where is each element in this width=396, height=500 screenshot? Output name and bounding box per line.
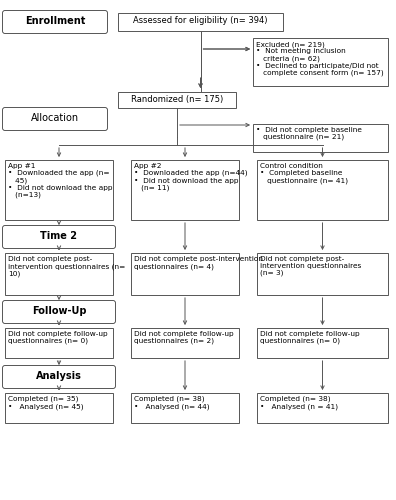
Bar: [257, 393, 388, 423]
Text: Analysis: Analysis: [36, 371, 82, 381]
Text: Completed (n= 38)
•   Analysed (n = 41): Completed (n= 38) • Analysed (n = 41): [260, 396, 338, 410]
Text: Randomized (n= 175): Randomized (n= 175): [131, 95, 223, 104]
Bar: [253, 124, 388, 152]
Bar: [253, 38, 388, 86]
FancyBboxPatch shape: [2, 300, 116, 324]
Text: Did not complete post-
intervention questionnaires
(n= 3): Did not complete post- intervention ques…: [260, 256, 361, 276]
Text: Did not complete post-intervention
questionnaires (n= 4): Did not complete post-intervention quest…: [134, 256, 263, 270]
Bar: [257, 328, 388, 358]
Bar: [257, 160, 388, 220]
Text: Assessed for eligibility (n= 394): Assessed for eligibility (n= 394): [133, 16, 268, 25]
FancyBboxPatch shape: [2, 366, 116, 388]
Bar: [118, 13, 283, 31]
Bar: [257, 253, 388, 295]
Text: Excluded (n= 219)
•  Not meeting inclusion
   criteria (n= 62)
•  Declined to pa: Excluded (n= 219) • Not meeting inclusio…: [256, 41, 384, 76]
Bar: [131, 393, 239, 423]
Text: Did not complete post-
intervention questionnaires (n=
10): Did not complete post- intervention ques…: [8, 256, 125, 277]
Text: Did not complete follow-up
questionnaires (n= 0): Did not complete follow-up questionnaire…: [260, 331, 360, 344]
Text: Enrollment: Enrollment: [25, 16, 85, 26]
Bar: [5, 253, 113, 295]
Text: Completed (n= 38)
•   Analysed (n= 44): Completed (n= 38) • Analysed (n= 44): [134, 396, 209, 410]
Text: Time 2: Time 2: [40, 231, 78, 241]
Bar: [131, 160, 239, 220]
Text: App #2
•  Downloaded the app (n=44)
•  Did not download the app
   (n= 11): App #2 • Downloaded the app (n=44) • Did…: [134, 163, 248, 191]
Text: Completed (n= 35)
•   Analysed (n= 45): Completed (n= 35) • Analysed (n= 45): [8, 396, 84, 410]
Bar: [131, 253, 239, 295]
Bar: [5, 160, 113, 220]
Text: Did not complete follow-up
questionnaires (n= 0): Did not complete follow-up questionnaire…: [8, 331, 108, 344]
Text: Follow-Up: Follow-Up: [32, 306, 86, 316]
FancyBboxPatch shape: [2, 10, 107, 34]
Text: Did not complete follow-up
questionnaires (n= 2): Did not complete follow-up questionnaire…: [134, 331, 234, 344]
FancyBboxPatch shape: [2, 226, 116, 248]
Text: App #1
•  Downloaded the app (n=
   45)
•  Did not download the app
   (n=13): App #1 • Downloaded the app (n= 45) • Di…: [8, 163, 112, 198]
Bar: [5, 328, 113, 358]
Bar: [131, 328, 239, 358]
Text: Control condition
•  Completed baseline
   questionnaire (n= 41): Control condition • Completed baseline q…: [260, 163, 348, 184]
Bar: [118, 92, 236, 108]
Text: Allocation: Allocation: [31, 113, 79, 123]
FancyBboxPatch shape: [2, 108, 107, 130]
Text: •  Did not complete baseline
   questionnaire (n= 21): • Did not complete baseline questionnair…: [256, 127, 362, 140]
Bar: [5, 393, 113, 423]
